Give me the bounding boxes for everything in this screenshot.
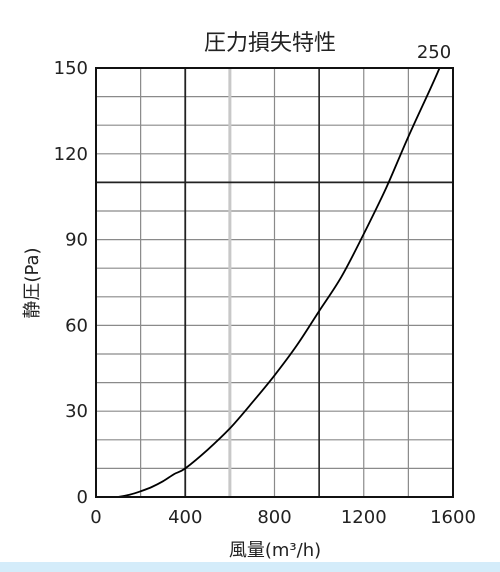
y-tick-label-1: 30 xyxy=(65,401,88,422)
plot-border xyxy=(95,67,454,498)
grid xyxy=(96,68,453,497)
x-tick-label-1: 400 xyxy=(168,507,202,528)
plot-frame xyxy=(95,67,454,498)
x-tick-label-0: 0 xyxy=(90,507,101,528)
tick-labels: 0 400 800 1200 1600 0 30 60 90 120 150 xyxy=(54,58,476,528)
x-axis-label: 風量(m³/h) xyxy=(229,540,321,561)
x-tick-label-4: 1600 xyxy=(430,507,476,528)
y-tick-label-0: 0 xyxy=(77,487,88,508)
series-label-250: 250 xyxy=(417,42,451,63)
y-tick-label-4: 120 xyxy=(54,144,88,165)
series-line-250 xyxy=(117,67,441,498)
y-tick-label-2: 60 xyxy=(65,315,88,336)
chart-title: 圧力損失特性 xyxy=(204,31,336,56)
y-tick-label-5: 150 xyxy=(54,58,88,79)
bottom-strip xyxy=(0,562,500,572)
y-axis-label: 静圧(Pa) xyxy=(22,247,43,318)
y-tick-label-3: 90 xyxy=(65,230,88,251)
x-tick-label-3: 1200 xyxy=(341,507,387,528)
series-layer xyxy=(117,67,441,498)
x-tick-label-2: 800 xyxy=(257,507,291,528)
emphasized-gridlines xyxy=(96,68,453,497)
